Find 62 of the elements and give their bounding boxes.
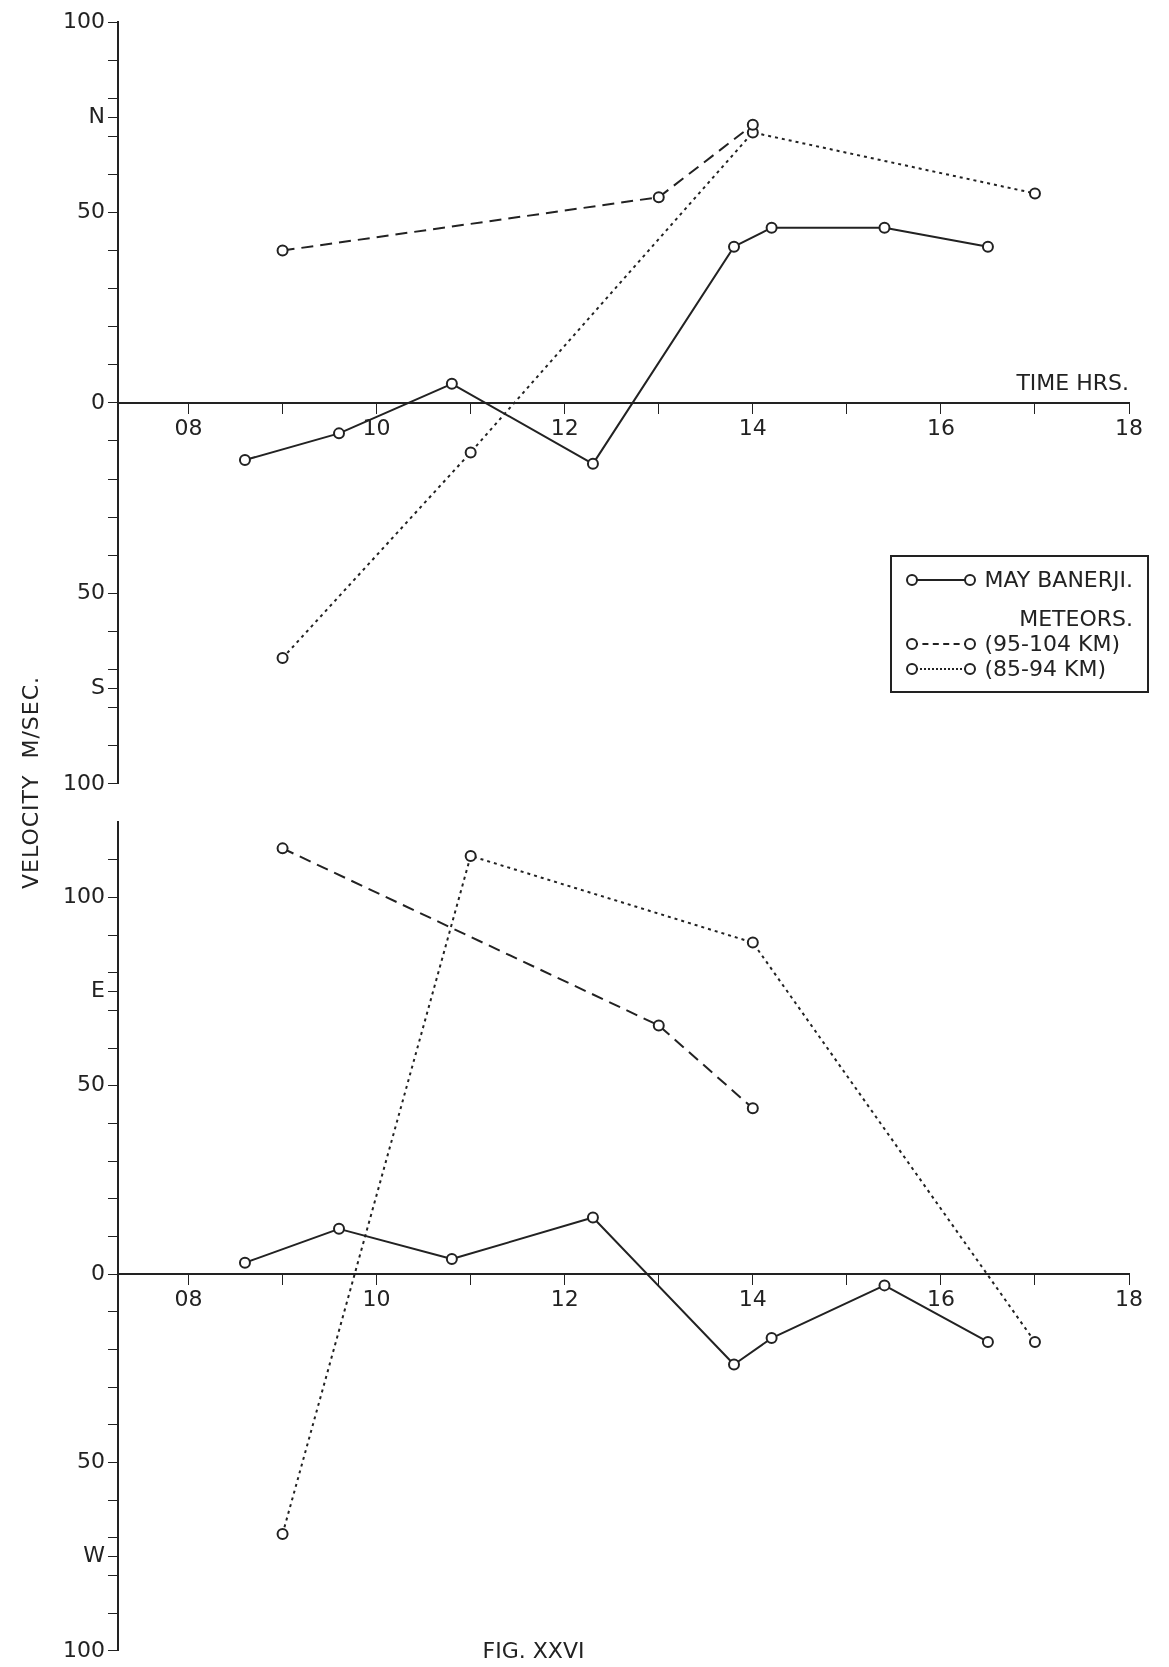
legend-label: (95-104 KM) <box>984 631 1120 656</box>
y-tick-label: S <box>91 674 105 700</box>
point <box>238 454 251 467</box>
point <box>981 240 994 253</box>
point <box>746 118 759 131</box>
x-tick-label: 10 <box>362 414 391 440</box>
x-axis-title: TIME HRS. <box>1015 369 1129 395</box>
legend-label: (85-94 KM) <box>984 656 1106 681</box>
y-tick-label: 100 <box>62 7 105 33</box>
point <box>276 1528 289 1541</box>
x-tick-label: 10 <box>362 1285 391 1311</box>
point <box>746 1102 759 1115</box>
x-tick-label: 08 <box>174 414 203 440</box>
x-tick-label: 18 <box>1115 1285 1143 1311</box>
point <box>586 457 599 470</box>
y-tick-label: 50 <box>76 198 105 224</box>
x-tick-label: 14 <box>738 414 767 440</box>
point <box>276 652 289 665</box>
legend-label: MAY BANERJI. <box>984 567 1133 592</box>
y-tick-label: 50 <box>76 1071 105 1097</box>
x-tick-label: 16 <box>926 1285 955 1311</box>
point <box>652 1019 665 1032</box>
annotation: FIG. XXVI <box>482 1637 585 1663</box>
point <box>333 1222 345 1235</box>
y-tick-label: 50 <box>76 1448 105 1474</box>
point <box>728 1358 740 1371</box>
point <box>333 427 345 440</box>
x-tick-label: 08 <box>174 1285 203 1311</box>
point <box>1028 187 1041 200</box>
point <box>445 1253 458 1265</box>
x-tick-label: 12 <box>550 414 579 440</box>
y-tick-label: 100 <box>62 769 105 795</box>
y-tick-label: 0 <box>90 1259 105 1285</box>
point <box>464 446 477 459</box>
point <box>765 221 778 234</box>
x-tick-label: 18 <box>1115 414 1143 440</box>
point <box>728 240 740 253</box>
y-axis-title: VELOCITY M/SEC. <box>17 674 43 892</box>
point <box>276 244 289 257</box>
point <box>445 377 458 390</box>
point <box>586 1211 599 1224</box>
point <box>878 221 891 234</box>
point <box>276 842 289 855</box>
point <box>878 1279 891 1292</box>
x-tick-label: 12 <box>550 1285 579 1311</box>
y-tick-label: W <box>83 1542 106 1568</box>
y-tick-label: 0 <box>90 388 105 414</box>
point <box>238 1256 251 1269</box>
point <box>1028 1335 1041 1348</box>
y-tick-label: E <box>91 977 105 1003</box>
x-tick-label: 16 <box>926 414 955 440</box>
point <box>765 1332 778 1345</box>
y-tick-label: 50 <box>76 579 105 605</box>
legend-title: METEORS. <box>1018 606 1133 631</box>
point <box>652 191 665 204</box>
y-tick-label: N <box>88 102 105 128</box>
y-tick-label: 100 <box>62 1636 105 1662</box>
point <box>464 849 477 862</box>
point <box>746 936 759 949</box>
point <box>981 1335 994 1348</box>
y-tick-label: 100 <box>62 883 105 909</box>
x-tick-label: 14 <box>738 1285 767 1311</box>
